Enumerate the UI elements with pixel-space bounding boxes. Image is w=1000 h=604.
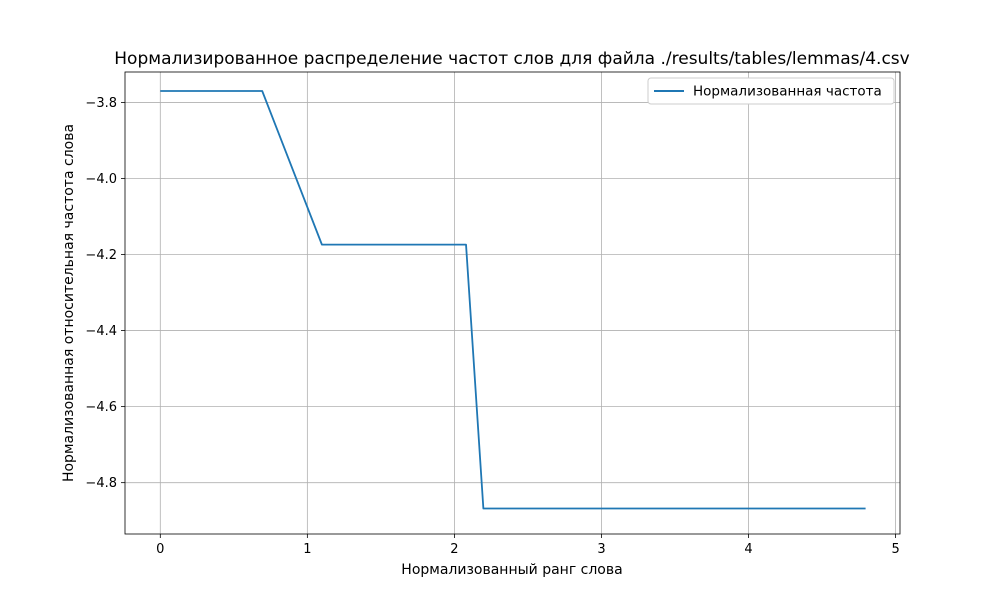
grid-lines	[125, 72, 900, 534]
x-tick-label: 4	[744, 542, 752, 557]
x-tick-label: 1	[303, 542, 311, 557]
legend-label-series-1: Нормализованная частота	[693, 84, 882, 100]
y-tick-label: −4.6	[85, 400, 117, 415]
x-axis-ticks: 0 1 2 3 4 5	[156, 534, 900, 557]
x-tick-label: 0	[156, 542, 164, 557]
chart-title: Нормализированное распределение частот с…	[114, 49, 909, 69]
series-line-1	[160, 90, 866, 510]
y-tick-label: −3.8	[85, 96, 117, 111]
plot-area-frame	[124, 71, 901, 535]
legend-frame	[647, 77, 895, 105]
y-axis-label: Нормализованная относительная частота сл…	[61, 124, 77, 482]
x-axis-label: Нормализованный ранг слова	[401, 562, 622, 578]
x-tick-label: 3	[597, 542, 605, 557]
y-tick-label: −4.2	[85, 248, 117, 263]
y-tick-label: −4.0	[85, 172, 117, 187]
legend: Нормализованная частота	[647, 77, 895, 105]
series-layer	[160, 90, 866, 510]
y-axis-ticks: −3.8 −4.0 −4.2 −4.4 −4.6 −4.8	[85, 96, 125, 491]
x-tick-label: 2	[450, 542, 458, 557]
y-tick-label: −4.8	[85, 476, 117, 491]
x-tick-label: 5	[891, 542, 899, 557]
y-tick-label: −4.4	[85, 324, 117, 339]
